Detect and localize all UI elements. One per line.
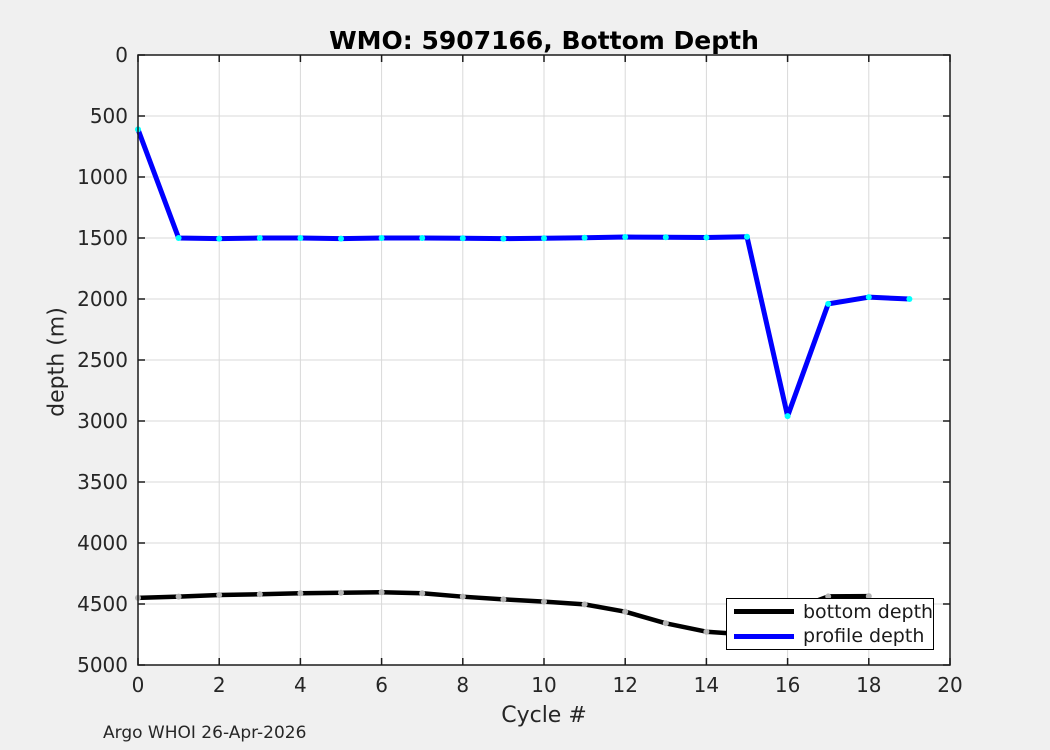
y-tick-label: 2000 [77, 287, 128, 311]
profile-depth-marker [500, 235, 507, 242]
profile-depth-marker [419, 235, 426, 241]
x-tick-label: 8 [456, 673, 469, 697]
x-tick-label: 14 [694, 673, 719, 697]
profile-depth-marker [662, 234, 669, 241]
profile-depth-marker [338, 235, 344, 242]
y-tick-label: 5000 [77, 653, 128, 677]
y-tick-label: 2500 [77, 348, 128, 372]
legend-item-bottom-depth: bottom depth [727, 600, 933, 624]
bottom-depth-marker [256, 591, 263, 598]
legend-label: profile depth [803, 625, 925, 648]
y-axis-label: depth (m) [44, 307, 70, 417]
bottom-depth-marker [419, 590, 426, 597]
profile-depth-marker [622, 234, 629, 241]
watermark-text: Argo WHOI 26-Apr-2026 [103, 723, 307, 743]
profile-depth-marker [825, 300, 832, 307]
x-tick-label: 10 [531, 673, 556, 697]
bottom-depth-marker [541, 598, 547, 605]
bottom-depth-marker [378, 589, 385, 596]
y-tick-label: 0 [115, 43, 128, 67]
bottom-depth-marker [338, 589, 344, 596]
x-axis-label: Cycle # [501, 703, 587, 728]
x-tick-label: 12 [612, 673, 637, 697]
y-tick-label: 3000 [77, 409, 128, 433]
y-tick-label: 1000 [77, 165, 128, 189]
profile-depth-marker [865, 294, 872, 301]
profile-depth-marker [784, 413, 791, 420]
profile-depth-marker [906, 296, 913, 302]
profile-depth-marker [378, 235, 385, 241]
legend-line-sample-profile-depth [734, 633, 794, 639]
legend-line-sample-bottom-depth [734, 609, 794, 615]
x-tick-label: 2 [213, 673, 226, 697]
bottom-depth-marker [216, 591, 223, 598]
legend: bottom depth profile depth [726, 598, 934, 650]
bottom-depth-marker [500, 596, 507, 603]
bottom-depth-marker [662, 620, 669, 627]
x-tick-label: 20 [937, 673, 962, 697]
y-tick-label: 1500 [77, 226, 128, 250]
profile-depth-marker [256, 235, 263, 241]
y-tick-label: 4500 [77, 592, 128, 616]
profile-depth-marker [581, 234, 588, 241]
y-tick-label: 500 [90, 104, 128, 128]
bottom-depth-marker [825, 593, 832, 600]
profile-depth-marker [175, 235, 182, 241]
bottom-depth-marker [622, 608, 629, 615]
bottom-depth-marker [175, 593, 182, 600]
x-tick-label: 18 [856, 673, 881, 697]
bottom-depth-marker [703, 628, 710, 635]
profile-depth-marker [216, 235, 223, 242]
profile-depth-marker [459, 235, 466, 242]
profile-depth-marker [541, 235, 547, 242]
y-tick-label: 4000 [77, 531, 128, 555]
bottom-depth-marker [297, 590, 304, 597]
bottom-depth-marker [459, 593, 466, 600]
legend-item-profile-depth: profile depth [727, 624, 933, 648]
profile-depth-marker [703, 234, 710, 241]
profile-depth-marker [297, 235, 304, 241]
legend-label: bottom depth [803, 600, 934, 623]
bottom-depth-marker [865, 593, 872, 600]
x-tick-label: 0 [132, 673, 145, 697]
profile-depth-marker [744, 233, 750, 240]
x-tick-label: 4 [294, 673, 307, 697]
bottom-depth-marker [581, 601, 588, 608]
x-tick-label: 6 [375, 673, 388, 697]
chart-title: WMO: 5907166, Bottom Depth [329, 26, 759, 55]
profile-depth-line [135, 128, 910, 419]
y-tick-label: 3500 [77, 470, 128, 494]
x-tick-label: 16 [775, 673, 800, 697]
